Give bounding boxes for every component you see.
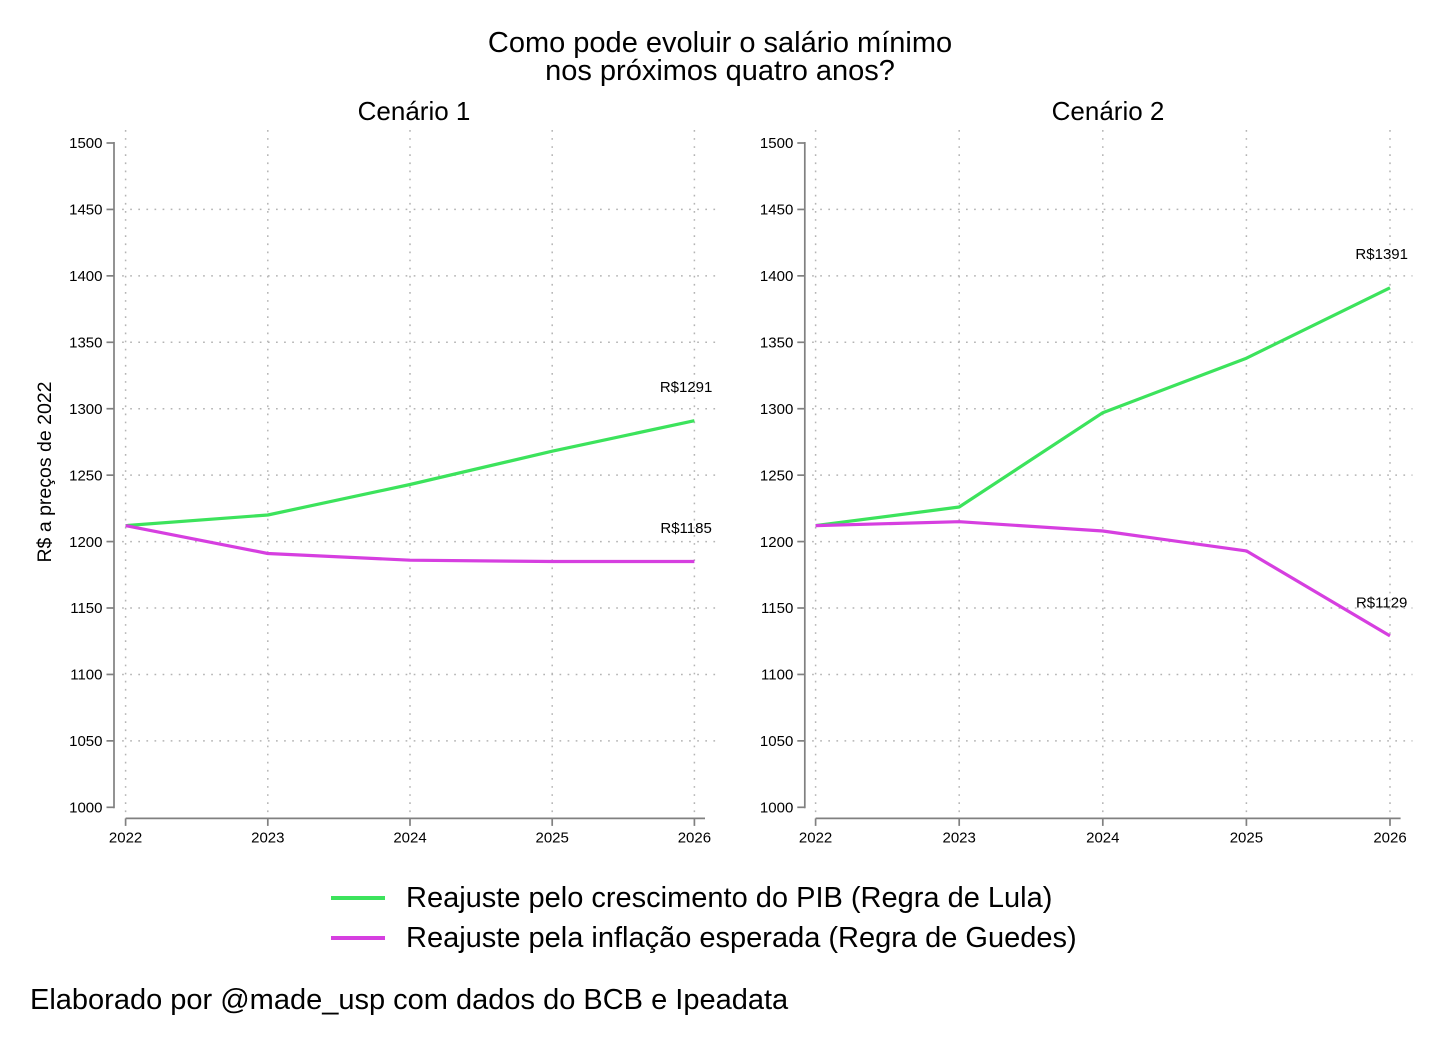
x-tick-label: 2024 <box>393 830 426 847</box>
chart-title: Como pode evoluir o salário mínimo nos p… <box>0 27 1440 87</box>
caption: Elaborado por @made_usp com dados do BCB… <box>30 984 789 1016</box>
series-line <box>125 419 695 528</box>
series-line <box>815 520 1391 638</box>
series-line <box>125 524 695 564</box>
x-tick-label: 2026 <box>678 830 711 847</box>
y-tick-label: 1250 <box>69 467 102 484</box>
y-tick-label: 1500 <box>69 135 102 152</box>
legend: Reajuste pelo crescimento do PIB (Regra … <box>331 878 1077 958</box>
series-end-label: R$1391 <box>1355 246 1408 263</box>
y-tick-label: 1450 <box>760 202 793 219</box>
x-tick-label: 2023 <box>943 830 976 847</box>
legend-swatch-inflacao-icon <box>331 936 385 940</box>
y-tick-label: 1350 <box>69 334 102 351</box>
y-tick-label: 1200 <box>69 534 102 551</box>
y-tick-label: 1500 <box>760 135 793 152</box>
y-tick-label: 1300 <box>760 401 793 418</box>
y-tick-label: 1200 <box>760 534 793 551</box>
legend-row-inflacao: Reajuste pela inflação esperada (Regra d… <box>331 918 1077 958</box>
series-end-label: R$1129 <box>1356 594 1407 611</box>
y-tick-label: 1250 <box>760 467 793 484</box>
x-tick-label: 2026 <box>1373 830 1406 847</box>
panel-title-cenario-1: Cenário 1 <box>357 96 471 126</box>
y-tick-label: 1050 <box>69 733 102 750</box>
y-tick-label: 1450 <box>69 202 102 219</box>
legend-label-inflacao: Reajuste pela inflação esperada (Regra d… <box>406 922 1077 954</box>
x-tick-label: 2022 <box>109 830 142 847</box>
x-tick-label: 2024 <box>1086 830 1119 847</box>
legend-label-pib: Reajuste pelo crescimento do PIB (Regra … <box>406 882 1053 914</box>
x-tick-label: 2025 <box>1230 830 1263 847</box>
x-tick-label: 2023 <box>251 830 284 847</box>
y-tick-label: 1150 <box>70 600 102 617</box>
y-tick-label: 1300 <box>69 401 102 418</box>
y-tick-label: 1350 <box>760 334 793 351</box>
y-tick-label: 1100 <box>761 667 793 684</box>
legend-row-pib: Reajuste pelo crescimento do PIB (Regra … <box>331 878 1077 918</box>
panel-title-cenario-2: Cenário 2 <box>1051 96 1165 126</box>
chart-title-line2: nos próximos quatro anos? <box>545 55 895 87</box>
y-tick-label: 1100 <box>70 667 102 684</box>
y-tick-label: 1150 <box>761 600 793 617</box>
chart-title-line1: Como pode evoluir o salário mínimo <box>487 27 953 59</box>
y-tick-label: 1000 <box>760 800 793 817</box>
legend-swatch-pib-icon <box>331 896 385 900</box>
x-tick-label: 2022 <box>799 830 832 847</box>
x-tick-label: 2025 <box>536 830 569 847</box>
series-line <box>815 286 1391 528</box>
y-tick-label: 1400 <box>69 268 102 285</box>
y-tick-label: 1050 <box>760 733 793 750</box>
y-tick-label: 1000 <box>69 800 102 817</box>
series-end-label: R$1291 <box>660 379 713 396</box>
series-end-label: R$1185 <box>660 520 711 537</box>
y-tick-label: 1400 <box>760 268 793 285</box>
